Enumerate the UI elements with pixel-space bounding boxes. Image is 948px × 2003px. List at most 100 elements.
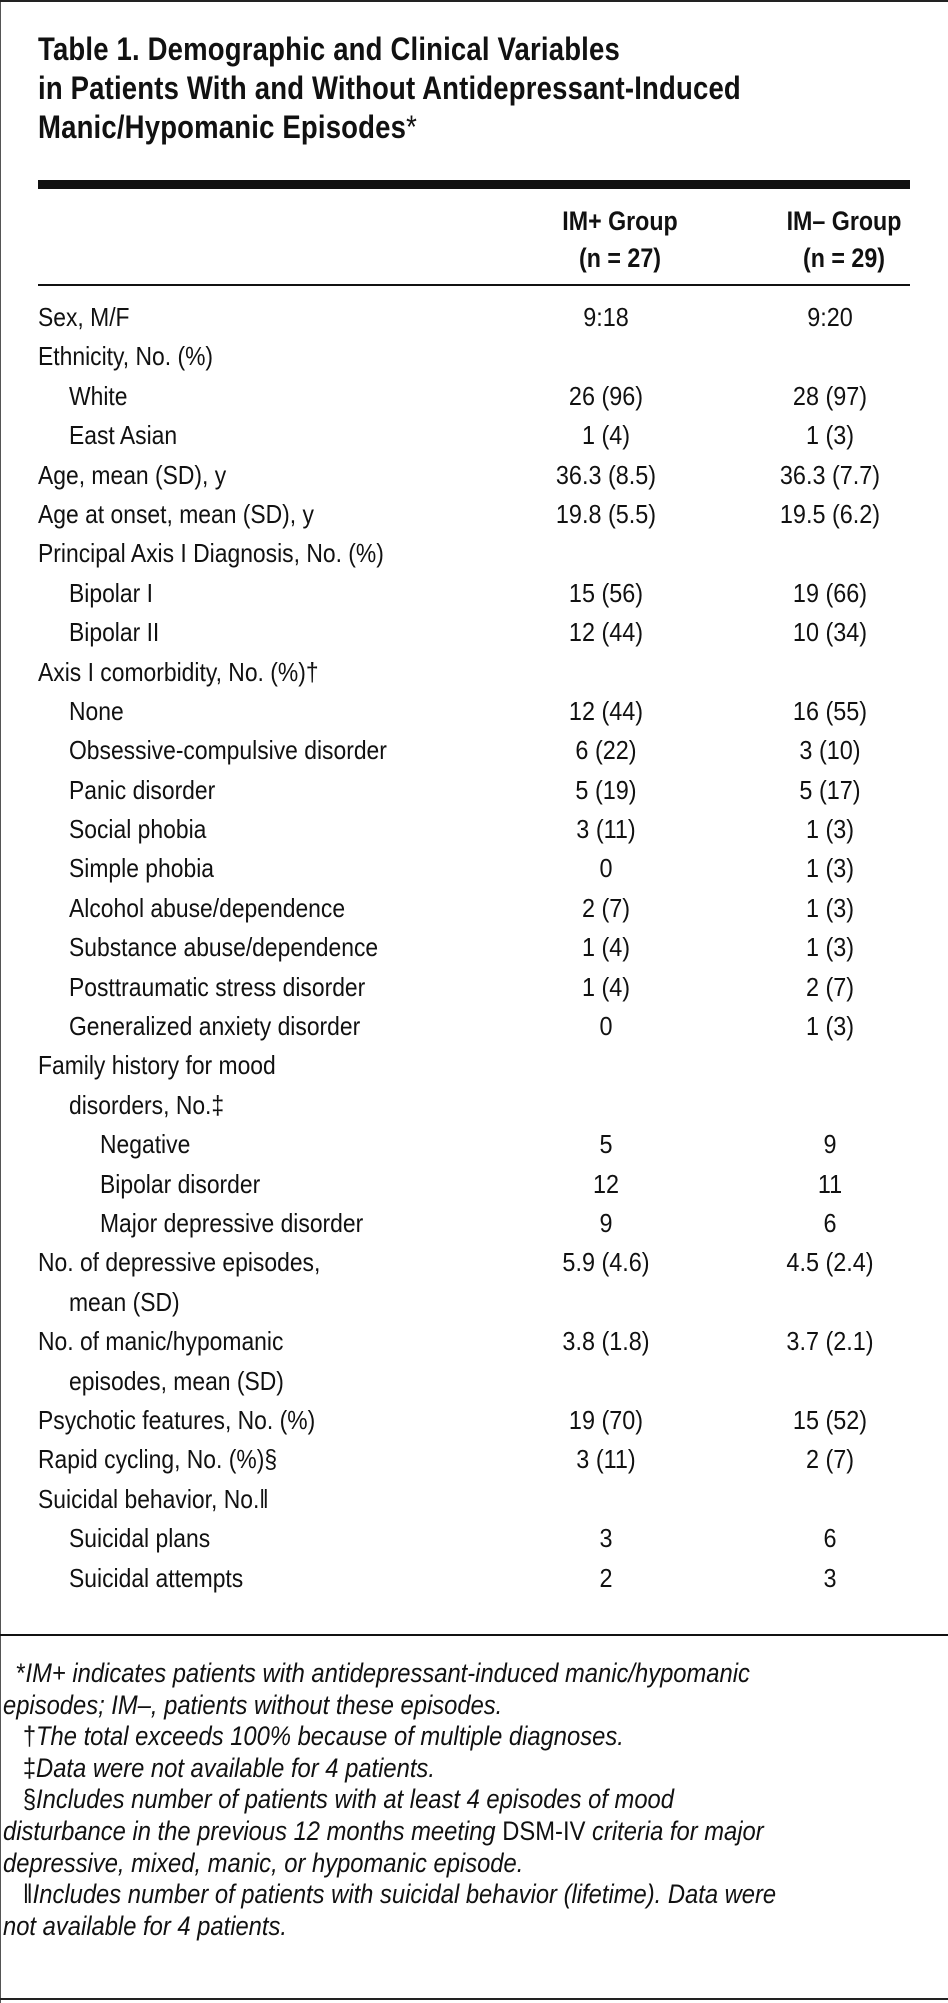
footnote-5-text-cont: not available for 4 patients.	[3, 1910, 287, 1941]
table-row: Family history for mood	[0, 1046, 948, 1085]
value-im-minus: 2 (7)	[805, 1444, 855, 1475]
footnote-5: ‖Includes number of patients with suicid…	[3, 1879, 936, 1911]
value-im-minus: 1 (3)	[805, 814, 855, 845]
table-row: Bipolar II 12 (44) 10 (34)	[0, 613, 948, 652]
row-label: Bipolar disorder	[100, 1168, 261, 1199]
row-label: Rapid cycling, No. (%)§	[38, 1444, 278, 1475]
value-im-minus: 6	[823, 1207, 837, 1238]
bottom-border	[0, 1998, 948, 2000]
table-body: Sex, M/F 9:18 9:20 Ethnicity, No. (%) White 2…	[0, 298, 948, 1598]
row-label: Negative	[100, 1129, 191, 1160]
footnote-4-cont: disturbance in the previous 12 months me…	[3, 1816, 936, 1848]
table-title: Table 1. Demographic and Clinical Variab…	[38, 30, 795, 147]
column-header-im-plus-name: IM+ Group	[562, 206, 678, 236]
title-line-2: in Patients With and Without Antidepress…	[38, 70, 741, 106]
value-im-minus: 28 (97)	[792, 380, 868, 411]
row-label: mean (SD)	[69, 1286, 180, 1317]
value-im-plus: 5.9 (4.6)	[562, 1247, 650, 1278]
value-im-plus: 3 (11)	[576, 814, 636, 845]
footnote-2-text: The total exceeds 100% because of multip…	[36, 1721, 624, 1752]
left-border	[0, 0, 1, 2003]
table-row: White 26 (96) 28 (97)	[0, 377, 948, 416]
row-label: Major depressive disorder	[100, 1207, 364, 1238]
value-im-minus: 3 (10)	[799, 735, 861, 766]
row-label: Psychotic features, No. (%)	[38, 1404, 316, 1435]
value-im-minus: 1 (3)	[805, 932, 855, 963]
row-label: No. of manic/hypomanic	[38, 1326, 284, 1357]
row-label: East Asian	[69, 420, 178, 451]
row-label: No. of depressive episodes,	[38, 1247, 321, 1278]
footnote-2-mark: †	[22, 1721, 37, 1752]
table-row: Rapid cycling, No. (%)§ 3 (11) 2 (7)	[0, 1440, 948, 1479]
value-im-plus: 3 (11)	[576, 1444, 636, 1475]
table-row: Axis I comorbidity, No. (%)†	[0, 653, 948, 692]
row-label: Obsessive-compulsive disorder	[69, 735, 387, 766]
table-row: Major depressive disorder 9 6	[0, 1204, 948, 1243]
top-border	[0, 0, 948, 2]
row-label: Age, mean (SD), y	[38, 459, 227, 490]
value-im-plus: 19.8 (5.5)	[555, 498, 657, 529]
value-im-plus: 5	[599, 1129, 613, 1160]
table-row: Alcohol abuse/dependence 2 (7) 1 (3)	[0, 889, 948, 928]
value-im-plus: 19 (70)	[568, 1404, 644, 1435]
footnote-4-text-c: criteria for major	[585, 1815, 764, 1846]
table-row: None 12 (44) 16 (55)	[0, 692, 948, 731]
footnote-5-cont: not available for 4 patients.	[3, 1911, 936, 1943]
footnote-1-cont: episodes; IM–, patients without these ep…	[3, 1690, 936, 1722]
table-row: Ethnicity, No. (%)	[0, 337, 948, 376]
table-row: Suicidal plans 3 6	[0, 1519, 948, 1558]
table-row: Bipolar disorder 12 11	[0, 1165, 948, 1204]
table-row: disorders, No.‡	[0, 1086, 948, 1125]
column-header-im-plus-n: (n = 27)	[579, 243, 661, 273]
table-row: Age, mean (SD), y 36.3 (8.5) 36.3 (7.7)	[0, 456, 948, 495]
value-im-minus: 15 (52)	[792, 1404, 868, 1435]
footnote-2: †The total exceeds 100% because of multi…	[3, 1721, 936, 1753]
value-im-plus: 5 (19)	[575, 774, 637, 805]
table-row: East Asian 1 (4) 1 (3)	[0, 416, 948, 455]
footnote-4-text-b: disturbance in the previous 12 months me…	[3, 1815, 503, 1846]
value-im-plus: 1 (4)	[581, 971, 631, 1002]
footnote-4-text-d: depressive, mixed, manic, or hypomanic e…	[3, 1847, 524, 1878]
footnotes-block: *IM+ indicates patients with antidepress…	[3, 1658, 936, 1942]
value-im-plus: 1 (4)	[581, 420, 631, 451]
row-label: Alcohol abuse/dependence	[69, 892, 346, 923]
table-row: Negative 5 9	[0, 1125, 948, 1164]
footnote-4-dsm: DSM-IV	[502, 1815, 586, 1846]
footnote-5-text: Includes number of patients with suicida…	[32, 1879, 777, 1910]
value-im-plus: 6 (22)	[575, 735, 637, 766]
row-label: Panic disorder	[69, 774, 216, 805]
value-im-plus: 1 (4)	[581, 932, 631, 963]
row-label: Bipolar II	[69, 617, 160, 648]
table-row: No. of depressive episodes, 5.9 (4.6) 4.5 …	[0, 1243, 948, 1282]
row-label: Axis I comorbidity, No. (%)†	[38, 656, 319, 687]
value-im-minus: 36.3 (7.7)	[779, 459, 881, 490]
value-im-plus: 2 (7)	[581, 892, 631, 923]
footnote-3: ‡Data were not available for 4 patients.	[3, 1753, 936, 1785]
column-header-im-minus-name: IM– Group	[786, 206, 902, 236]
table-row: mean (SD)	[0, 1283, 948, 1322]
footnote-4-mark: §	[22, 1784, 37, 1815]
value-im-plus: 3.8 (1.8)	[562, 1326, 650, 1357]
table-row: Age at onset, mean (SD), y 19.8 (5.5) 19.5…	[0, 495, 948, 534]
table-row: Suicidal behavior, No.‖	[0, 1480, 948, 1519]
value-im-plus: 9:18	[583, 302, 629, 332]
value-im-plus: 12 (44)	[568, 617, 644, 648]
value-im-minus: 6	[823, 1523, 837, 1554]
footnote-1-text: IM+ indicates patients with antidepressa…	[25, 1658, 750, 1688]
row-label: Social phobia	[69, 814, 207, 845]
row-label: Age at onset, mean (SD), y	[38, 498, 314, 529]
value-im-plus: 12	[592, 1168, 620, 1199]
row-label: White	[69, 380, 128, 411]
table-row: Obsessive-compulsive disorder 6 (22) 3 (10…	[0, 731, 948, 770]
value-im-minus: 1 (3)	[805, 420, 855, 451]
table-row: Generalized anxiety disorder 0 1 (3)	[0, 1007, 948, 1046]
row-label: Simple phobia	[69, 853, 215, 884]
value-im-plus: 0	[599, 1011, 613, 1042]
table-row: Substance abuse/dependence 1 (4) 1 (3)	[0, 928, 948, 967]
table-row: Sex, M/F 9:18 9:20	[0, 298, 948, 337]
value-im-minus: 1 (3)	[805, 892, 855, 923]
row-label: Sex, M/F	[38, 302, 130, 332]
value-im-minus: 3	[823, 1562, 837, 1593]
header-rule	[38, 284, 910, 286]
table-row: Panic disorder 5 (19) 5 (17)	[0, 771, 948, 810]
